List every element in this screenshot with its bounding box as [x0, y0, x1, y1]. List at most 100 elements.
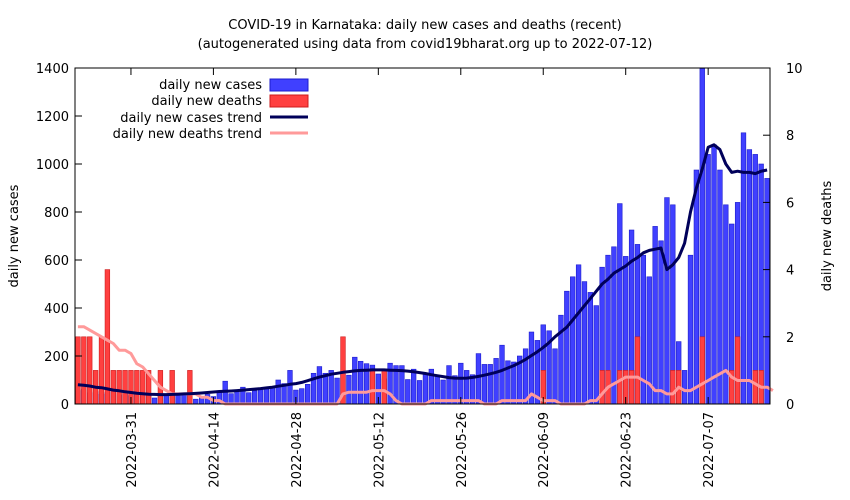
y-tick-label: 400: [44, 302, 69, 317]
y2-axis-ticks: 0 2 4 6 8 10: [763, 62, 803, 413]
case-bar: [652, 226, 658, 405]
y2-tick-label: 8: [786, 129, 794, 144]
y-tick-label: 200: [44, 350, 69, 365]
case-bar: [352, 356, 358, 405]
y-tick-label: 1400: [36, 62, 69, 77]
case-bar: [481, 364, 487, 405]
death-bar: [87, 336, 93, 405]
case-bar: [581, 281, 588, 405]
x-tick-label: 2022-04-28: [290, 412, 305, 488]
x-tick-label: 2022-04-14: [207, 412, 222, 488]
chart-title: COVID-19 in Karnataka: daily new cases a…: [228, 18, 621, 33]
x-tick-label: 2022-07-07: [702, 412, 717, 488]
case-bar: [575, 264, 582, 405]
case-bar: [316, 366, 323, 405]
death-bar: [634, 336, 641, 405]
y2-tick-label: 0: [786, 398, 794, 413]
death-bar: [670, 370, 676, 405]
case-bar: [705, 154, 711, 405]
y-axis-label: daily new cases: [7, 184, 22, 287]
case-bar: [487, 364, 493, 405]
case-bar: [251, 390, 258, 405]
y-tick-label: 600: [44, 254, 69, 269]
legend-label-deaths: daily new deaths: [151, 94, 262, 109]
case-bar: [411, 368, 417, 405]
case-bar: [758, 163, 764, 405]
case-bar: [711, 144, 717, 405]
y-tick-label: 0: [61, 398, 69, 413]
case-bar: [246, 392, 252, 405]
case-bar: [405, 379, 411, 405]
y-tick-label: 800: [44, 206, 69, 221]
death-bar: [169, 370, 175, 405]
case-bar: [346, 374, 352, 405]
legend-swatch-deaths: [269, 94, 309, 108]
y2-tick-label: 4: [786, 264, 794, 279]
case-bar: [263, 388, 270, 405]
case-bar: [193, 398, 199, 405]
case-bar: [564, 290, 570, 405]
case-bar: [299, 388, 305, 405]
y2-axis-label: daily new deaths: [820, 180, 835, 291]
y-tick-label: 1000: [36, 158, 69, 173]
y2-tick-label: 2: [786, 331, 794, 346]
x-tick-label: 2022-06-23: [620, 412, 635, 488]
death-bar: [134, 370, 140, 405]
case-bar: [228, 393, 234, 405]
case-bar: [664, 197, 670, 405]
y-axis-ticks: 0 200 400 600 800 1000 1200 1400: [36, 62, 82, 413]
death-bar: [617, 370, 623, 405]
case-bar: [416, 380, 423, 405]
x-tick-label: 2022-03-31: [125, 412, 140, 488]
case-bar: [257, 388, 264, 405]
death-bar: [752, 370, 758, 405]
case-bar: [658, 240, 664, 405]
legend-swatch-cases: [269, 78, 309, 92]
death-bar: [599, 370, 605, 405]
case-bar: [570, 276, 576, 405]
death-bar: [369, 370, 376, 405]
case-bar: [464, 370, 470, 405]
case-bar: [752, 154, 758, 405]
case-bar: [511, 361, 517, 405]
legend-label-cases-trend: daily new cases trend: [120, 111, 262, 126]
x-axis-ticks: 2022-03-31 2022-04-14 2022-04-28 2022-05-12…: [125, 68, 717, 488]
case-bar: [681, 370, 688, 405]
death-bar: [75, 336, 81, 405]
death-bar: [734, 336, 741, 405]
death-bar: [104, 269, 111, 405]
case-bar: [275, 379, 281, 405]
case-bar: [304, 384, 311, 405]
death-bar: [140, 370, 146, 405]
case-bar: [151, 397, 158, 405]
legend-label-deaths-trend: daily new deaths trend: [113, 127, 262, 142]
death-bar: [110, 370, 116, 405]
case-bar: [693, 169, 700, 405]
y-tick-label: 1200: [36, 110, 69, 125]
case-bar: [287, 370, 293, 405]
death-bar: [628, 370, 635, 405]
case-bar: [764, 178, 770, 405]
case-bar: [587, 292, 594, 405]
case-bar: [475, 353, 482, 405]
case-bar: [746, 149, 753, 405]
death-bar: [122, 370, 128, 405]
death-bar: [699, 336, 705, 405]
y2-tick-label: 6: [786, 196, 794, 211]
case-bar: [552, 348, 558, 405]
case-bar: [611, 246, 617, 405]
chart-subtitle: (autogenerated using data from covid19bh…: [198, 37, 653, 52]
case-bar: [499, 344, 505, 405]
case-bar: [493, 358, 499, 405]
legend-label-cases: daily new cases: [159, 78, 262, 93]
case-bar: [593, 305, 599, 405]
case-bar: [322, 372, 328, 405]
death-bar: [381, 370, 387, 405]
case-bar: [163, 395, 169, 405]
death-bar: [98, 336, 105, 405]
x-tick-label: 2022-05-26: [455, 412, 470, 488]
death-bar: [187, 370, 193, 405]
death-bar: [81, 336, 87, 405]
plot-frame: [74, 67, 771, 405]
